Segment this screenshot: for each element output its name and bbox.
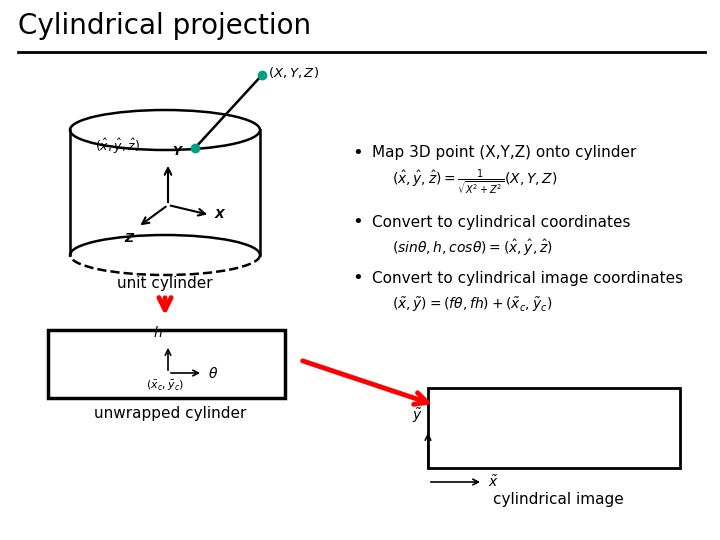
Text: $(X, Y, Z)$: $(X, Y, Z)$: [268, 65, 319, 80]
Text: $(\bar{x}_c, \bar{y}_c)$: $(\bar{x}_c, \bar{y}_c)$: [146, 379, 184, 393]
Text: $(sin\theta, h, cos\theta) = (\hat{x}, \hat{y}, \hat{z})$: $(sin\theta, h, cos\theta) = (\hat{x}, \…: [392, 238, 553, 258]
Text: •: •: [353, 144, 364, 162]
Text: •: •: [353, 213, 364, 231]
Text: Z: Z: [124, 232, 133, 245]
Text: Y: Y: [172, 145, 181, 158]
Text: Convert to cylindrical coordinates: Convert to cylindrical coordinates: [372, 214, 631, 230]
Text: $\tilde{y}$: $\tilde{y}$: [413, 407, 423, 425]
Text: $\theta$: $\theta$: [208, 366, 218, 381]
Text: X: X: [215, 208, 225, 221]
Text: cylindrical image: cylindrical image: [493, 492, 624, 507]
Text: $\tilde{x}$: $\tilde{x}$: [488, 474, 499, 490]
Bar: [48, 330, 285, 398]
Text: •: •: [353, 269, 364, 287]
Text: unit cylinder: unit cylinder: [117, 276, 213, 291]
Text: $(\tilde{x}, \tilde{y}) = (f\theta, fh) + (\tilde{x}_c, \tilde{y}_c)$: $(\tilde{x}, \tilde{y}) = (f\theta, fh) …: [392, 296, 552, 314]
Text: $(\hat{x}, \hat{y}, \hat{z}) = \frac{1}{\sqrt{X^2+Z^2}}(X, Y, Z)$: $(\hat{x}, \hat{y}, \hat{z}) = \frac{1}{…: [392, 167, 557, 197]
Text: Cylindrical projection: Cylindrical projection: [18, 12, 311, 40]
Text: $h$: $h$: [153, 325, 163, 340]
Text: $(\hat{x}, \hat{y}, \hat{z})$: $(\hat{x}, \hat{y}, \hat{z})$: [95, 137, 140, 156]
Bar: [428, 388, 680, 468]
Text: Map 3D point (X,Y,Z) onto cylinder: Map 3D point (X,Y,Z) onto cylinder: [372, 145, 636, 160]
Text: Convert to cylindrical image coordinates: Convert to cylindrical image coordinates: [372, 271, 683, 286]
Text: unwrapped cylinder: unwrapped cylinder: [94, 406, 246, 421]
